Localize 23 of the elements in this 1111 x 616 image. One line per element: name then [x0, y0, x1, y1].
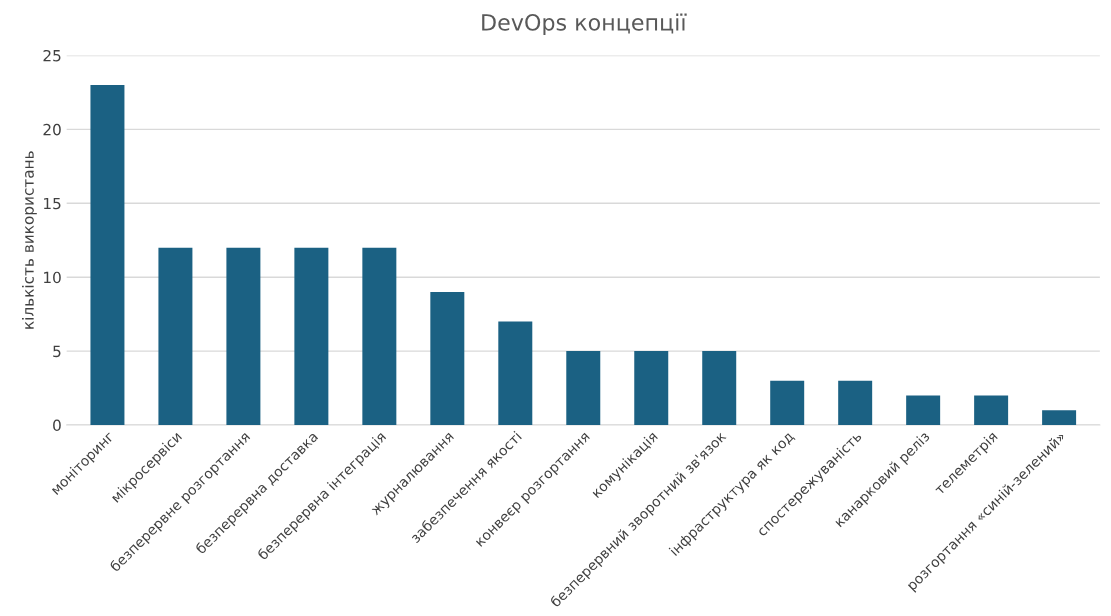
- y-tick-label: 25: [43, 49, 61, 62]
- y-tick-label: 5: [53, 345, 61, 358]
- bar: [634, 351, 669, 426]
- bar: [1042, 410, 1077, 426]
- y-tick-label: 10: [44, 271, 61, 284]
- bar: [838, 380, 873, 426]
- y-tick-label: 20: [43, 123, 61, 136]
- y-tick-label: 0: [53, 419, 61, 432]
- bar: [294, 247, 329, 426]
- y-axis-title: кількість використань: [22, 151, 37, 329]
- y-tick-label: 15: [44, 197, 61, 210]
- bar: [90, 85, 125, 426]
- bar: [974, 395, 1009, 426]
- bar: [158, 247, 193, 426]
- bar: [906, 395, 941, 426]
- bar: [362, 247, 397, 426]
- bar: [702, 351, 737, 426]
- bar: [566, 351, 601, 426]
- bar: [226, 247, 261, 426]
- bar: [498, 321, 533, 426]
- chart-title: DevOps концепції: [482, 13, 687, 36]
- bar: [430, 291, 465, 426]
- bar: [770, 380, 805, 426]
